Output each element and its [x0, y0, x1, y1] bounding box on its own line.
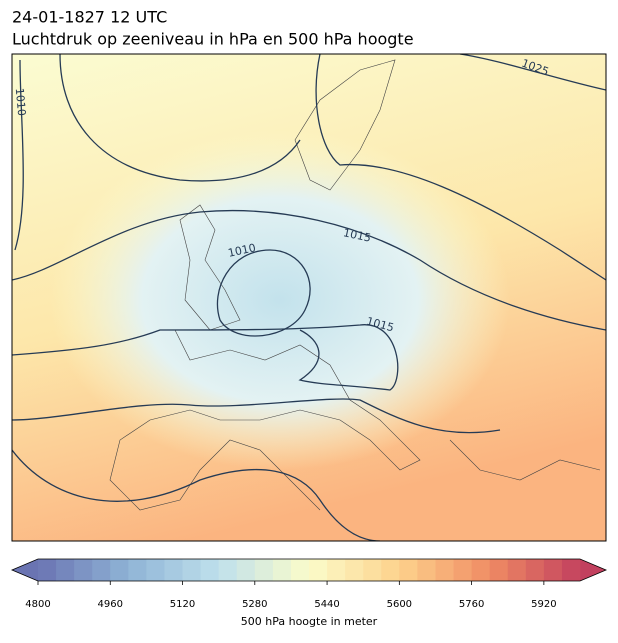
- colorbar-segment: [92, 559, 111, 581]
- colorbar-segment: [471, 559, 491, 581]
- colorbar-segment: [489, 559, 509, 581]
- colorbar-segment: [56, 559, 75, 581]
- colorbar-tick-label: 5920: [531, 599, 556, 610]
- colorbar-segment: [218, 559, 238, 581]
- colorbar: 4800 4960 5120 5280 5440 5600 5760 5920: [10, 558, 608, 610]
- colorbar-segment: [200, 559, 220, 581]
- contour-line: [12, 398, 501, 434]
- colorbar-segment: [453, 559, 472, 581]
- colorbar-tick-label: 5280: [242, 599, 267, 610]
- colorbar-segment: [417, 559, 436, 581]
- shading-low: [50, 130, 510, 470]
- colorbar-segment: [309, 559, 328, 581]
- colorbar-tick-label: 4800: [25, 599, 50, 610]
- colorbar-segment: [272, 559, 292, 581]
- colorbar-segment: [236, 559, 256, 581]
- colorbar-segment: [381, 559, 400, 581]
- colorbar-tick-label: 5600: [387, 599, 412, 610]
- colorbar-tick-label: 4960: [98, 599, 123, 610]
- contour-line: [216, 249, 311, 337]
- colorbar-segment: [525, 559, 545, 581]
- colorbar-segment: [128, 559, 147, 581]
- map-title: Luchtdruk op zeeniveau in hPa en 500 hPa…: [12, 30, 414, 49]
- contour-line: [459, 54, 606, 91]
- contour-label: 1015: [342, 226, 372, 245]
- contour-line: [59, 54, 301, 182]
- colorbar-label: 500 hPa hoogte in meter: [241, 615, 378, 628]
- colorbar-segment: [363, 559, 382, 581]
- colorbar-tick-label: 5760: [459, 599, 484, 610]
- colorbar-segment: [74, 559, 93, 581]
- contour-line: [12, 449, 381, 541]
- colorbar-segment: [146, 559, 165, 581]
- colorbar-segment: [38, 559, 57, 581]
- date-title: 24-01-1827 12 UTC: [12, 8, 167, 27]
- colorbar-extend-low: [12, 559, 38, 581]
- colorbar-segment: [164, 559, 183, 581]
- contour-line: [315, 54, 606, 281]
- map: 1010 1025 1010 1015 1015: [12, 54, 606, 541]
- contour-line: [14, 59, 24, 251]
- colorbar-extend-high: [580, 559, 606, 581]
- colorbar-segment: [435, 559, 454, 581]
- colorbar-segment: [110, 559, 129, 581]
- colorbar-segment: [561, 559, 581, 581]
- colorbar-segment: [345, 559, 364, 581]
- contour-line: [12, 324, 399, 391]
- colorbar-segment: [507, 559, 527, 581]
- colorbar-segment: [254, 559, 274, 581]
- shading-northeast: [306, 54, 606, 254]
- colorbar-tick-label: 5120: [170, 599, 195, 610]
- colorbar-segment: [182, 559, 201, 581]
- contour-label: 1010: [227, 241, 257, 260]
- map-frame: [11, 53, 607, 542]
- colorbar-segment: [327, 559, 346, 581]
- colorbar-segment: [399, 559, 418, 581]
- colorbar-tick-label: 5440: [314, 599, 339, 610]
- coastline: [109, 59, 601, 511]
- colorbar-segment: [290, 559, 310, 581]
- colorbar-segment: [543, 559, 563, 581]
- contour-label: 1010: [13, 87, 28, 116]
- contour-line: [12, 209, 606, 331]
